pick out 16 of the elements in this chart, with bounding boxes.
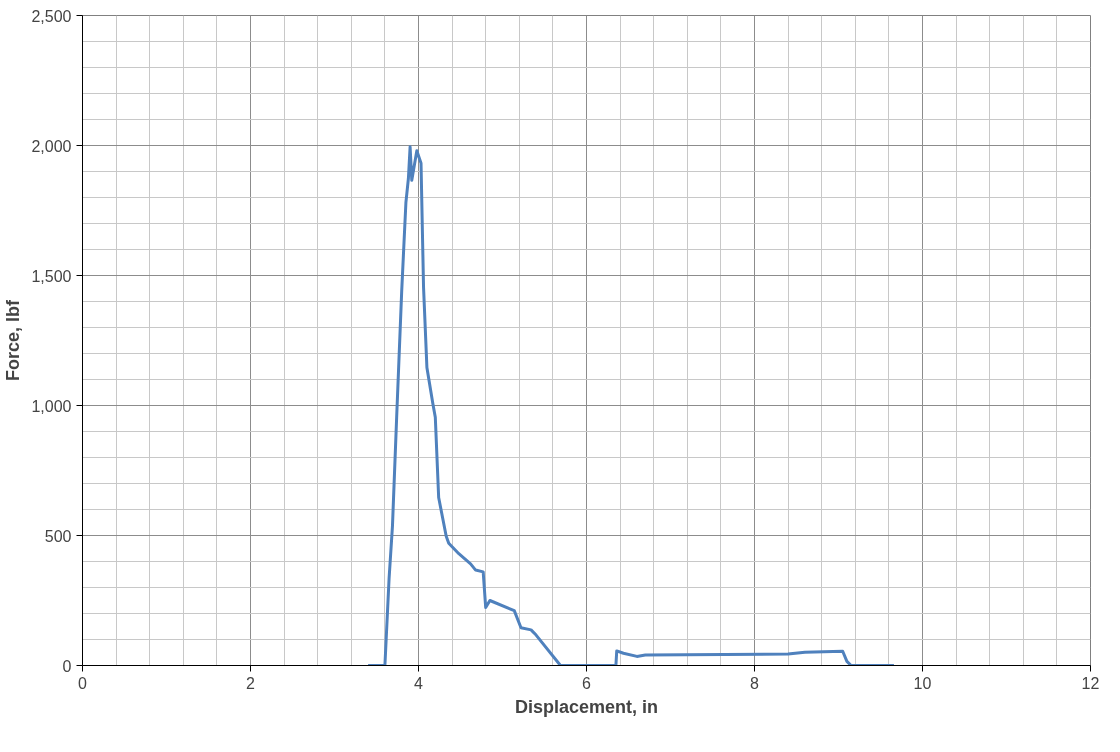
x-tick-label: 2 (246, 674, 256, 692)
line-series (366, 145, 896, 666)
x-tick-label: 12 (1081, 674, 1100, 692)
x-tick-label: 8 (750, 674, 760, 692)
y-tick-label: 2,000 (31, 137, 72, 155)
x-tick-label: 4 (414, 674, 424, 692)
x-tick-label: 0 (78, 674, 88, 692)
y-tick-label: 2,500 (31, 7, 72, 25)
x-axis-title: Displacement, in (514, 696, 659, 717)
y-tick-label: 0 (62, 657, 72, 675)
x-tick-label: 6 (582, 674, 592, 692)
y-axis-title: Force, lbf (3, 298, 24, 381)
x-tick-label: 10 (913, 674, 932, 692)
y-tick-label: 500 (44, 527, 72, 545)
y-tick-label: 1,000 (31, 397, 72, 415)
y-tick-label: 1,500 (31, 267, 72, 285)
